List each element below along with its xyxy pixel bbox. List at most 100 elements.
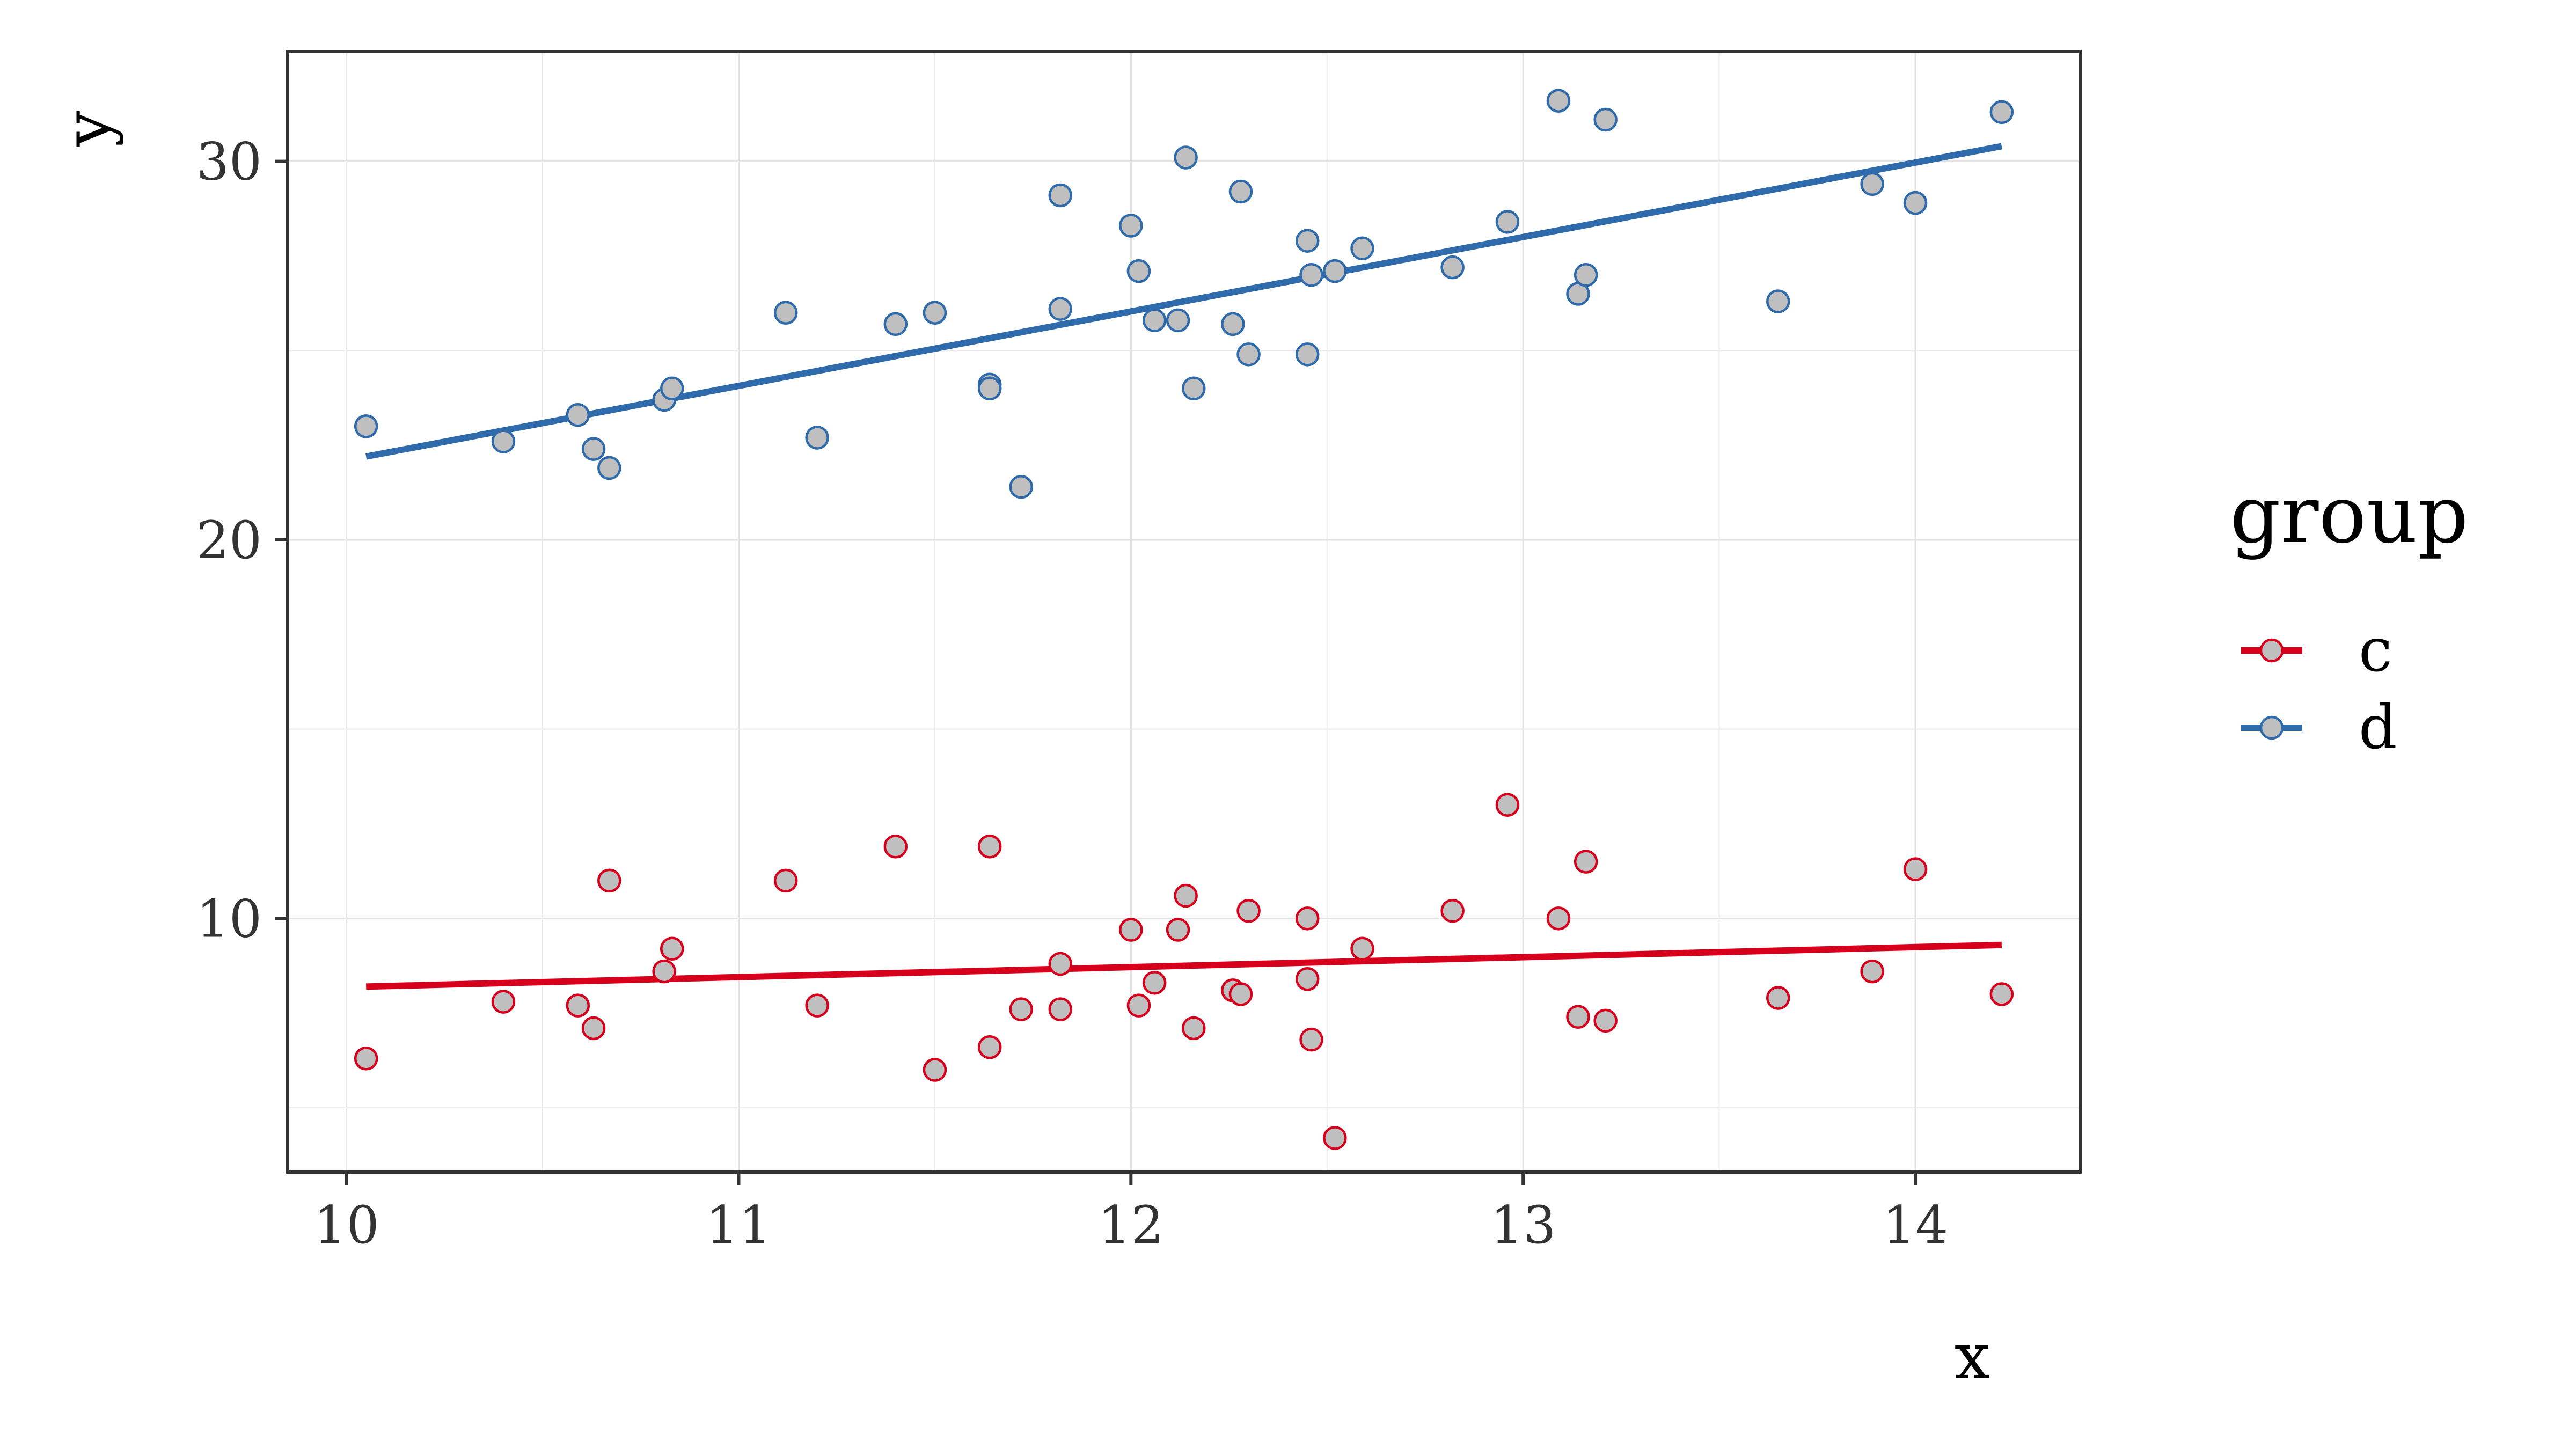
point-d — [1236, 342, 1261, 367]
trend-line-c — [366, 941, 2002, 990]
point-d — [491, 429, 516, 453]
point-d — [1182, 376, 1206, 401]
point-c — [354, 1046, 378, 1071]
point-d — [597, 456, 621, 480]
point-c — [1989, 982, 2014, 1006]
point-d — [773, 301, 798, 325]
point-c — [1323, 1126, 1347, 1150]
point-d — [1228, 179, 1253, 204]
point-c — [1903, 857, 1928, 881]
x-tick-label: 10 — [314, 1195, 379, 1255]
point-d — [883, 312, 908, 336]
point-c — [1593, 1008, 1618, 1033]
y-tick-label: 30 — [196, 132, 262, 192]
axes: 10 11 12 13 14 10 20 30 — [196, 132, 1948, 1255]
point-c — [1182, 1016, 1206, 1041]
trend-lines — [365, 143, 2002, 990]
point-d — [1142, 308, 1167, 333]
point-c — [1166, 918, 1190, 942]
point-d — [1299, 262, 1323, 287]
grid-lines — [288, 52, 2080, 1172]
x-tick-label: 11 — [706, 1195, 771, 1255]
point-d — [977, 376, 1002, 401]
x-tick-label: 14 — [1883, 1195, 1948, 1255]
x-tick-label: 12 — [1098, 1195, 1163, 1255]
legend-title: group — [2230, 469, 2469, 561]
point-d — [1126, 259, 1151, 283]
point-d — [581, 437, 606, 461]
trend-line-d — [365, 143, 2002, 460]
point-d — [1174, 145, 1198, 170]
point-d — [1546, 89, 1571, 113]
point-c — [1295, 967, 1320, 991]
point-d — [1989, 100, 2014, 125]
point-c — [773, 868, 798, 893]
point-c — [1495, 793, 1520, 817]
point-c — [491, 990, 516, 1014]
legend-items: cd — [2241, 616, 2397, 763]
point-d — [1119, 214, 1143, 238]
point-c — [1299, 1027, 1323, 1052]
point-d — [566, 402, 590, 427]
point-c — [1174, 883, 1198, 908]
point-d — [1166, 308, 1190, 333]
point-d — [1440, 255, 1465, 280]
point-c — [1048, 997, 1073, 1021]
point-d — [354, 414, 378, 438]
point-c — [1142, 971, 1167, 995]
point-c — [1009, 997, 1033, 1021]
point-c — [977, 835, 1002, 859]
point-d — [1221, 312, 1245, 336]
point-c — [883, 835, 908, 859]
point-c — [1860, 959, 1884, 984]
point-d — [660, 376, 684, 401]
x-tick-label: 13 — [1490, 1195, 1556, 1255]
data-points — [354, 89, 2014, 1150]
y-tick-label: 10 — [196, 889, 262, 949]
point-d — [1048, 183, 1073, 208]
point-c — [652, 959, 676, 984]
point-c — [1766, 986, 1790, 1010]
point-d — [1295, 229, 1320, 253]
point-c — [1048, 952, 1073, 976]
legend-key-point-d — [2259, 715, 2284, 740]
point-c — [1126, 993, 1151, 1018]
point-c — [1295, 906, 1320, 931]
point-d — [1323, 259, 1347, 283]
point-d — [1350, 236, 1374, 261]
point-d — [1295, 342, 1320, 367]
legend-label-c: c — [2359, 616, 2392, 685]
point-c — [923, 1058, 947, 1082]
point-d — [805, 426, 829, 450]
point-c — [1350, 936, 1374, 961]
legend: group cd — [2230, 469, 2469, 763]
point-d — [1009, 474, 1033, 499]
point-c — [1546, 906, 1571, 931]
point-c — [660, 936, 684, 961]
x-axis-title: x — [1955, 1319, 1990, 1393]
point-d — [1048, 297, 1073, 321]
point-d — [1766, 289, 1790, 313]
point-d — [1903, 191, 1928, 215]
point-d — [1860, 172, 1884, 196]
legend-label-d: d — [2359, 693, 2397, 763]
point-c — [805, 993, 829, 1018]
point-c — [566, 993, 590, 1018]
point-d — [1495, 210, 1520, 234]
point-c — [1119, 918, 1143, 942]
y-axis-title: y — [50, 111, 125, 147]
y-tick-label: 20 — [196, 510, 262, 570]
point-c — [581, 1016, 606, 1041]
point-c — [1440, 899, 1465, 923]
point-c — [977, 1035, 1002, 1059]
point-c — [1236, 899, 1261, 923]
point-d — [923, 301, 947, 325]
point-d — [1574, 262, 1598, 287]
plot-panel-border — [286, 50, 2082, 1174]
point-c — [1228, 982, 1253, 1006]
point-c — [1574, 850, 1598, 874]
legend-key-point-c — [2259, 638, 2284, 663]
point-c — [597, 868, 621, 893]
